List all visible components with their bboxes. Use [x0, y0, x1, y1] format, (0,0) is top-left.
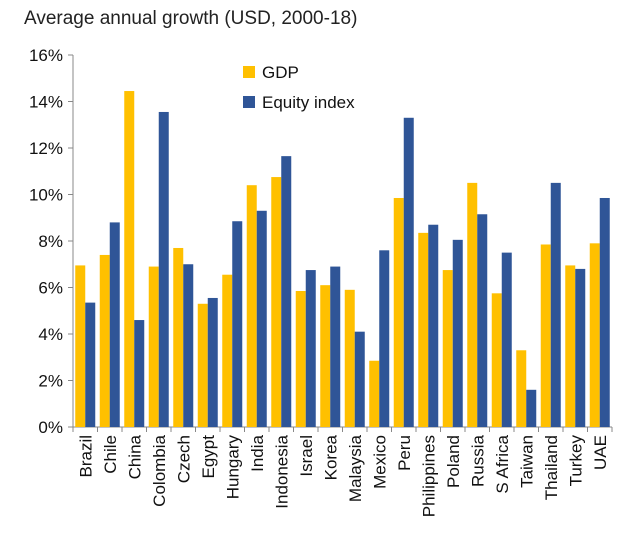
bar-equity-hungary	[232, 221, 243, 427]
x-tick-label: Poland	[444, 435, 463, 488]
bar-equity-poland	[452, 239, 463, 427]
bar-gdp-peru	[393, 197, 404, 427]
y-tick-label: 14%	[29, 93, 63, 112]
bar-gdp-korea	[320, 285, 331, 427]
y-tick-label: 4%	[38, 325, 63, 344]
legend-label: GDP	[262, 63, 299, 82]
x-tick-label: Thailand	[542, 435, 561, 500]
bar-equity-taiwan	[526, 389, 537, 427]
bar-gdp-uae	[589, 243, 600, 427]
x-tick-label: Peru	[395, 435, 414, 471]
bar-gdp-mexico	[369, 360, 380, 427]
bar-gdp-s-africa	[491, 293, 502, 427]
y-tick-label: 12%	[29, 139, 63, 158]
x-tick-label: Egypt	[199, 435, 218, 479]
x-tick-label: Korea	[321, 434, 340, 480]
bar-equity-mexico	[379, 250, 390, 427]
bar-equity-china	[134, 320, 145, 427]
x-tick-label: China	[125, 434, 144, 479]
bar-equity-egypt	[207, 297, 218, 427]
bar-equity-philippines	[428, 224, 439, 427]
y-tick-label: 8%	[38, 232, 63, 251]
bar-equity-uae	[599, 197, 610, 427]
bar-equity-israel	[305, 270, 316, 427]
bar-gdp-philippines	[418, 232, 429, 427]
x-tick-label: Hungary	[223, 435, 242, 500]
bar-gdp-egypt	[197, 303, 208, 427]
x-tick-label: India	[248, 434, 267, 471]
x-tick-label: Israel	[297, 435, 316, 477]
bar-equity-indonesia	[281, 156, 292, 427]
bar-equity-peru	[403, 117, 414, 428]
bar-gdp-israel	[295, 290, 306, 427]
bar-gdp-chile	[99, 254, 110, 427]
bar-equity-turkey	[575, 268, 586, 427]
x-tick-label: S Africa	[493, 434, 512, 493]
bar-gdp-brazil	[75, 265, 86, 427]
legend-label: Equity index	[262, 93, 355, 112]
bar-equity-russia	[477, 214, 488, 427]
x-tick-label: Indonesia	[272, 434, 291, 508]
x-tick-label: Czech	[174, 435, 193, 483]
bar-gdp-china	[124, 91, 135, 427]
bar-gdp-colombia	[148, 266, 159, 427]
y-tick-label: 16%	[29, 46, 63, 65]
x-tick-label: Philippines	[419, 435, 438, 517]
bar-gdp-russia	[467, 182, 478, 427]
chart-title: Average annual growth (USD, 2000-18)	[24, 8, 358, 29]
bar-gdp-czech	[173, 247, 184, 427]
x-tick-label: Chile	[101, 435, 120, 474]
x-tick-label: Turkey	[566, 435, 585, 487]
bar-gdp-taiwan	[516, 350, 527, 427]
bar-equity-malaysia	[354, 331, 365, 427]
bar-gdp-malaysia	[344, 289, 355, 427]
x-tick-label: Russia	[468, 434, 487, 487]
bar-equity-india	[256, 210, 267, 427]
bar-equity-korea	[330, 266, 341, 427]
y-tick-label: 10%	[29, 186, 63, 205]
bar-equity-thailand	[550, 182, 561, 427]
bar-gdp-poland	[442, 270, 453, 427]
bar-equity-brazil	[85, 302, 96, 427]
y-tick-label: 2%	[38, 372, 63, 391]
bar-equity-chile	[109, 222, 120, 427]
bar-equity-s-africa	[501, 252, 512, 427]
x-tick-label: Malaysia	[346, 434, 365, 502]
y-tick-label: 6%	[38, 279, 63, 298]
x-tick-label: UAE	[591, 435, 610, 470]
bar-gdp-india	[246, 185, 257, 427]
bar-gdp-thailand	[540, 244, 551, 427]
x-tick-label: Mexico	[370, 435, 389, 489]
legend-swatch	[243, 96, 255, 108]
x-tick-label: Brazil	[76, 435, 95, 478]
bar-gdp-hungary	[222, 274, 233, 427]
x-tick-label: Taiwan	[517, 435, 536, 488]
bar-gdp-turkey	[565, 265, 576, 427]
x-tick-label: Colombia	[150, 434, 169, 506]
legend-swatch	[243, 66, 255, 78]
y-tick-label: 0%	[38, 418, 63, 437]
bar-equity-colombia	[158, 111, 169, 428]
bar-equity-czech	[183, 264, 194, 427]
bar-gdp-indonesia	[271, 177, 282, 427]
